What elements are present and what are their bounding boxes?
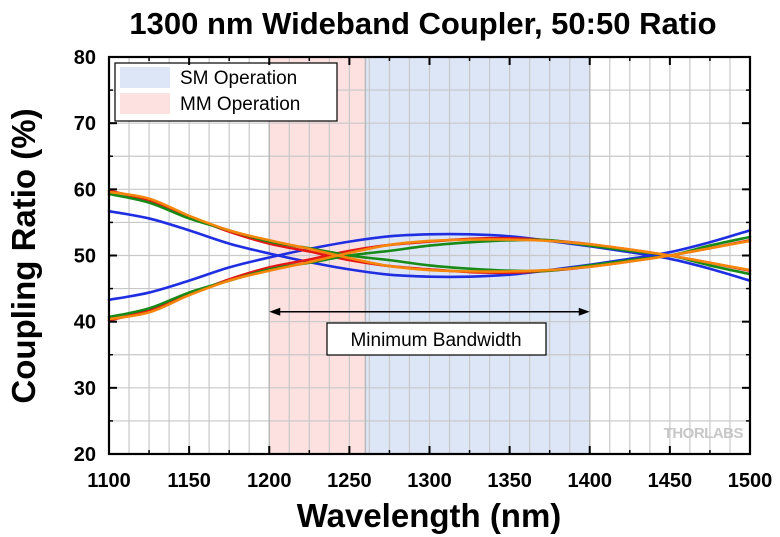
x-tick-label: 1450 <box>648 470 693 492</box>
x-tick-label: 1100 <box>87 470 130 492</box>
x-tick-label: 1250 <box>327 470 372 492</box>
x-tick-label: 1300 <box>407 470 452 492</box>
legend-label-mm: MM Operation <box>180 94 300 115</box>
x-tick-label: 1350 <box>487 470 532 492</box>
bandwidth-arrow-right-head <box>578 307 590 316</box>
x-tick-label: 1200 <box>247 470 292 492</box>
series-line-7 <box>107 190 752 273</box>
x-tick-label: 1150 <box>167 470 210 492</box>
y-axis-label: Coupling Ratio (%) <box>5 108 42 403</box>
legend-swatch-sm <box>120 67 170 88</box>
x-tick-label: 1400 <box>568 470 613 492</box>
y-tick-label: 30 <box>74 378 96 400</box>
series-line-8 <box>107 238 752 321</box>
bandwidth-label-box <box>326 322 547 356</box>
legend-swatch-mm <box>120 93 170 114</box>
chart-title: 1300 nm Wideband Coupler, 50:50 Ratio <box>129 6 716 41</box>
x-axis-label: Wavelength (nm) <box>297 497 562 534</box>
series-line-1 <box>107 209 752 279</box>
y-tick-label: 70 <box>74 113 96 135</box>
bandwidth-arrow-left-head <box>269 307 281 316</box>
y-tick-label: 80 <box>74 47 96 69</box>
series-line-2 <box>107 232 752 302</box>
bandwidth-label: Minimum Bandwidth <box>350 330 521 351</box>
y-tick-label: 40 <box>74 312 96 334</box>
legend-label-sm: SM Operation <box>180 68 297 89</box>
thorlabs-watermark: THORLABS <box>664 425 744 442</box>
y-tick-label: 20 <box>74 444 96 466</box>
y-tick-label: 50 <box>74 246 96 268</box>
x-tick-label: 1500 <box>728 470 773 492</box>
y-tick-label: 60 <box>74 179 96 201</box>
